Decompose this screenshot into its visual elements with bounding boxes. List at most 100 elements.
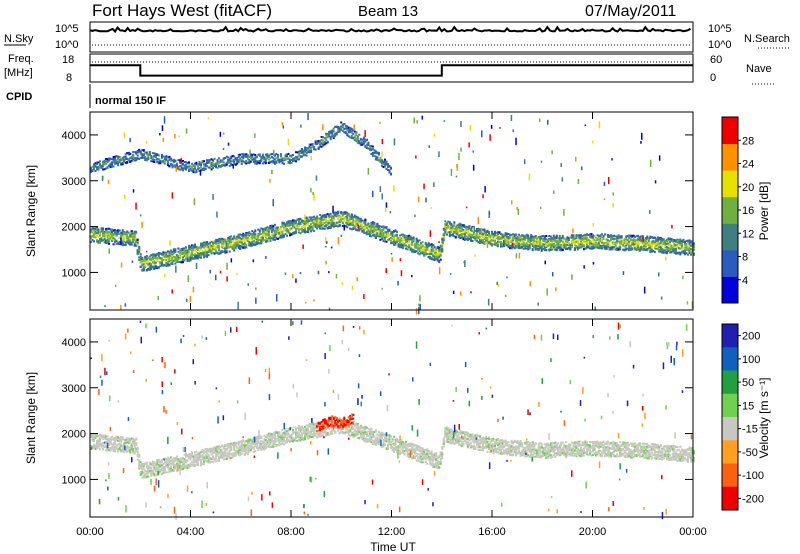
echo-cell (355, 228, 358, 231)
echo-cell (427, 253, 430, 256)
echo-cell (359, 220, 362, 222)
echo-cell (528, 245, 531, 248)
echo-cell (251, 158, 254, 161)
echo-cell (500, 237, 502, 240)
echo-cell (121, 241, 124, 244)
echo-cell (448, 233, 451, 236)
echo-cell (299, 217, 302, 220)
echo-cell (365, 138, 368, 141)
echo-cell (163, 254, 166, 257)
echo-cell (198, 249, 201, 252)
echo-cell (367, 147, 370, 150)
echo-cell (515, 237, 518, 240)
echo-cell (531, 244, 534, 247)
echo-cell (260, 227, 263, 230)
echo-cell (290, 154, 293, 157)
echo-cell (400, 242, 403, 245)
echo-cell (230, 245, 233, 248)
echo-cell (471, 234, 474, 237)
echo-cell (258, 232, 261, 235)
echo-cell (439, 250, 442, 252)
echo-cell (516, 236, 519, 239)
echo-cell (617, 246, 620, 249)
echo-cell (567, 246, 570, 249)
echo-cell (504, 232, 507, 235)
echo-cell (579, 242, 582, 245)
echo-cell (331, 216, 334, 219)
echo-cell (292, 158, 294, 160)
echo-cell (617, 235, 620, 238)
echo-cell (240, 156, 243, 158)
echo-cell (420, 251, 423, 254)
echo-cell (279, 160, 282, 163)
echo-cell (132, 234, 135, 237)
echo-cell (293, 232, 296, 235)
echo-cell (302, 230, 305, 233)
echo-cell (590, 234, 593, 237)
echo-cell (579, 240, 582, 243)
echo-cell (325, 133, 328, 136)
echo-cell (109, 237, 112, 240)
echo-cell (421, 252, 424, 255)
echo-cell (182, 163, 184, 166)
echo-cell (310, 146, 313, 149)
echo-cell (328, 214, 331, 217)
echo-cell (237, 246, 240, 249)
echo-cell (323, 222, 326, 224)
echo-cell (349, 129, 352, 132)
echo-cell (364, 221, 367, 224)
echo-cell (488, 241, 490, 244)
echo-cell (548, 242, 551, 244)
echo-cell (408, 236, 411, 239)
echo-cell (640, 239, 643, 242)
echo-cell (635, 235, 638, 238)
echo-cell (224, 242, 227, 244)
echo-cell (659, 242, 662, 245)
echo-cell (513, 246, 516, 249)
echo-cell (376, 157, 379, 160)
echo-cell (622, 239, 625, 242)
echo-cell (635, 241, 638, 243)
echo-cell (507, 233, 510, 236)
echo-cell (448, 221, 451, 224)
echo-cell (115, 161, 118, 163)
echo-cell (341, 129, 344, 132)
echo-cell (604, 233, 607, 236)
nsky-label: N.Sky (4, 33, 34, 45)
echo-cell (254, 156, 257, 159)
echo-cell (399, 241, 401, 244)
echo-cell (284, 157, 287, 160)
echo-cell (236, 160, 239, 163)
echo-cell (607, 236, 610, 238)
echo-cell (252, 158, 255, 161)
echo-cell (267, 158, 270, 161)
echo-cell (665, 250, 668, 253)
echo-cell (195, 170, 198, 173)
echo-cell (118, 159, 121, 161)
echo-cell (284, 229, 287, 232)
echo-cell (371, 229, 374, 232)
echo-cell (447, 220, 450, 223)
echo-cell (254, 243, 257, 246)
echo-cell (581, 236, 584, 239)
echo-cell (589, 241, 591, 244)
echo-cell (374, 230, 377, 233)
echo-cell (359, 227, 362, 230)
echo-cell (629, 235, 632, 238)
echo-cell (465, 231, 468, 234)
echo-cell (432, 244, 435, 247)
echo-cell (175, 164, 178, 167)
echo-cell (91, 228, 94, 231)
echo-cell (370, 232, 373, 235)
echo-cell (326, 140, 329, 143)
echo-cell (613, 238, 616, 241)
echo-cell (99, 238, 101, 241)
echo-cell (183, 252, 186, 255)
echo-cell (575, 246, 578, 248)
echo-cell (283, 235, 285, 238)
echo-cell (649, 250, 652, 253)
echo-cell (126, 231, 129, 234)
echo-cell (549, 246, 552, 249)
echo-cell (252, 232, 255, 235)
echo-cell (100, 236, 103, 239)
